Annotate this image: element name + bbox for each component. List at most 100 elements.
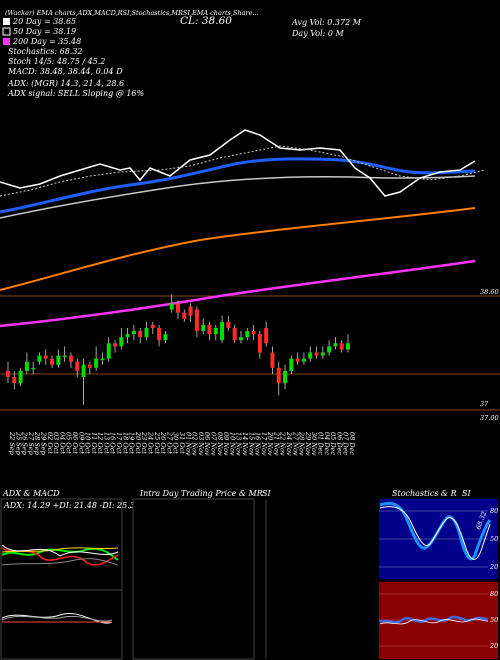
rsi-scale-50: 50 [490,616,498,624]
mrsi-line [379,618,489,625]
stoch-scale-20: 20 [489,563,498,571]
candle-body [100,358,105,361]
ema-long-line [0,259,476,328]
candle-body [12,377,17,384]
candle-body [194,309,199,332]
x-axis-tick-label: 20 Oct [134,431,142,454]
x-axis-tick-label: 03 Nov [197,432,205,456]
stoch-scale-50: 50 [490,535,498,543]
adx-signal: ADX signal: SELL Sloping @ 16% [7,89,144,98]
x-axis-tick-label: 14 Nov [241,432,249,456]
x-axis-tick-label: 10 Oct [84,432,92,454]
x-axis-tick-label: 12 Oct [96,432,104,454]
candle-body [327,346,332,353]
x-axis-tick-label: 17 Nov [260,432,268,456]
x-axis-tick-label: 15 Nov [247,432,255,456]
avg-volume-label: Avg Vol: 0.372 M [291,18,362,27]
ema20-label: 20 Day = 38.65 [12,17,76,26]
right-price-upper: 38.60 [480,288,499,296]
ema50-line [0,157,476,214]
intraday-panel [132,498,255,660]
x-axis-tick-label: 06 Oct [71,432,79,454]
x-axis-tick-label: 23 Oct [140,431,148,454]
ema20-swatch [3,18,10,25]
candle-body [113,343,118,347]
candle-body [81,364,86,378]
x-axis-tick-label: 04 Dec [323,432,331,455]
candle-body [125,334,130,338]
x-axis-tick-label: 26 Oct [159,431,167,454]
x-axis-tick-label: 25 Sep [14,431,22,456]
x-axis-tick-label: 16 Oct [109,432,117,454]
x-axis-tick-label: 06 Dec [335,432,343,455]
x-axis-tick-label: 30 Oct [172,432,180,454]
x-axis-tick-label: 07 Nov [209,432,217,456]
ema200-line [0,207,476,291]
candle-body [308,352,313,359]
intraday-si-label: SI [262,489,271,498]
candle-body [276,367,281,384]
adx-gray-line [1,558,119,566]
candle-body [257,334,262,353]
macd-line: MACD: 38.48, 38.44, 0.04 D [7,67,123,76]
candle-body [68,355,73,362]
x-axis-tick-label: 31 Oct [178,432,186,454]
candle-body [131,331,136,335]
candle-body [213,327,218,335]
x-axis-tick-label: 27 Oct [165,431,173,454]
stoch-d-line [379,506,491,560]
ema200-label: 200 Day = 35.48 [12,37,81,46]
x-axis-tick-label: 09 Oct [77,432,85,454]
x-axis-tick-label: 26 Sep [21,431,29,456]
x-axis-tick-label: 07 Dec [342,432,350,455]
x-axis-tick-label: 13 Oct [102,432,110,454]
stoch-scale-80: 80 [490,507,498,515]
candle-body [339,343,344,350]
x-axis-tick-label: 05 Oct [65,432,73,454]
x-axis-tick-label: 02 Nov [191,432,199,456]
x-axis-tick-label: 28 Nov [298,431,306,456]
candle-body [87,364,92,368]
x-axis-tick-label: 01 Dec [317,432,325,455]
ema200-swatch [3,38,10,45]
x-axis-tick-label: 29 Nov [304,431,312,456]
candle-body [43,355,48,359]
candle-body [169,303,174,310]
candle-body [37,355,42,362]
rsi-line [379,615,489,624]
ema50-label: 50 Day = 38.19 [13,27,76,36]
candles-group [6,294,350,405]
x-axis-tick-label: 19 Oct [128,432,136,454]
x-axis-tick-label: 22 Nov [279,431,287,456]
x-axis-tick-label: 11 Oct [90,432,98,454]
candle-body [6,370,10,378]
candle-body [251,331,256,335]
x-axis-tick-label: 03 Oct [52,432,60,454]
x-axis-tick-label: 20 Nov [266,431,274,456]
stoch-si-label: SI [462,489,471,498]
candle-body [264,327,269,344]
x-axis-tick-label: 29 Sep [39,431,47,456]
stoch-line: Stoch 14/5: 48.75 / 45.2 [8,57,105,66]
candle-body [301,358,306,362]
adx-white-line [1,544,119,557]
x-axis-tick-label: 08 Dec [348,432,356,455]
candle-body [333,343,338,347]
candle-body [320,352,325,356]
macd-signal-line [1,615,113,622]
right-price-lower2: 37.00 [480,414,499,422]
adx-values: ADX: 14.29 +DI: 21.48 -DI: 25.37 [3,501,141,510]
stochastics-value: Stochastics: 68.32 [8,47,83,56]
candle-body [138,331,143,338]
x-axis-tick-label: 16 Nov [254,432,262,456]
ema50-swatch [2,27,11,36]
candle-body [245,331,250,338]
candle-body [238,337,243,341]
x-axis-tick-label: 13 Nov [235,432,243,456]
candle-body [31,367,36,370]
candle-body [188,306,193,316]
candle-body [346,343,350,350]
rsi-scale-20: 20 [489,642,498,650]
